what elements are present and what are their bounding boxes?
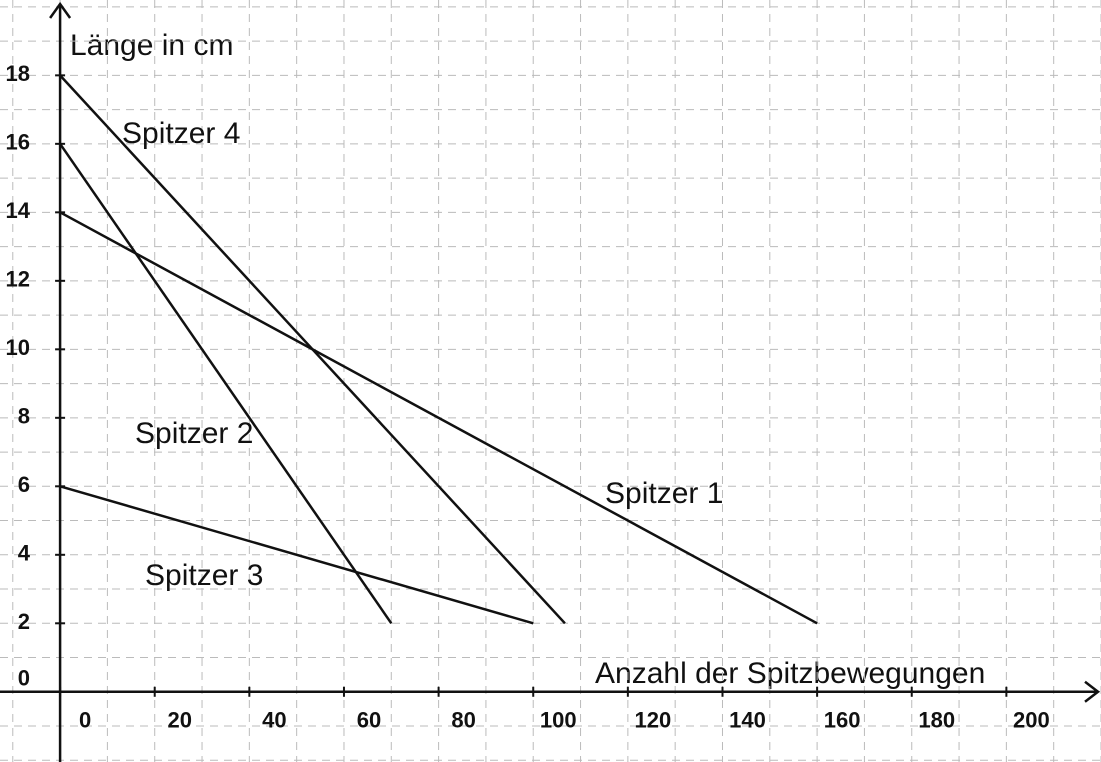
y-tick-label: 16: [6, 130, 30, 155]
series-label: Spitzer 4: [122, 117, 240, 150]
y-tick-label: 12: [6, 267, 30, 292]
y-tick-label: 4: [18, 541, 31, 566]
x-axis-label: Anzahl der Spitzbewegungen: [595, 657, 985, 690]
y-tick-label: 18: [6, 61, 30, 86]
x-tick-label: 140: [729, 708, 766, 733]
x-tick-label: 60: [357, 708, 381, 733]
x-tick-label: 40: [262, 708, 286, 733]
y-tick-label: 6: [18, 472, 30, 497]
series-line: [59, 211, 818, 625]
series-label: Spitzer 2: [135, 417, 253, 450]
y-axis-arrow: [49, 1, 72, 19]
y-tick-label: 8: [18, 404, 30, 429]
series-line: [59, 74, 566, 625]
x-tick-label: 160: [824, 708, 861, 733]
y-tick-label: 0: [18, 666, 30, 691]
series-label: Spitzer 3: [145, 559, 263, 592]
series-line: [59, 485, 534, 625]
x-tick-label: 80: [451, 708, 475, 733]
series-line: [59, 143, 393, 625]
y-tick-label: 2: [18, 609, 30, 634]
x-tick-label: 0: [79, 708, 91, 733]
y-tick-label: 10: [6, 335, 30, 360]
x-tick-label: 200: [1013, 708, 1050, 733]
y-tick-label: 14: [6, 198, 31, 223]
x-tick-label: 100: [540, 708, 577, 733]
x-tick-label: 20: [167, 708, 191, 733]
x-tick-label: 180: [918, 708, 955, 733]
series-label: Spitzer 1: [605, 477, 723, 510]
x-tick-label: 120: [634, 708, 671, 733]
x-axis-arrow: [1084, 680, 1101, 703]
y-axis-label: Länge in cm: [70, 29, 233, 62]
